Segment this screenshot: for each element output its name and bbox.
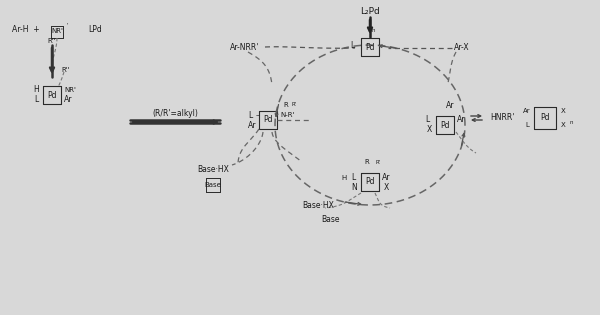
Text: Ar: Ar	[64, 95, 72, 105]
Text: Pd: Pd	[440, 121, 450, 129]
Text: R: R	[365, 159, 370, 165]
Text: X: X	[560, 122, 565, 128]
Text: R: R	[284, 102, 289, 108]
Text: N-R': N-R'	[281, 112, 295, 118]
Text: LPd: LPd	[88, 26, 102, 35]
Text: Ar: Ar	[457, 116, 465, 124]
Text: L: L	[248, 111, 252, 119]
Text: n: n	[371, 28, 375, 33]
Text: (R/R'=alkyl): (R/R'=alkyl)	[152, 108, 198, 117]
Text: L: L	[350, 41, 354, 49]
Text: HNRR': HNRR'	[490, 112, 514, 122]
Text: NR': NR'	[64, 87, 76, 93]
Text: Pd: Pd	[47, 90, 57, 100]
Text: Ar: Ar	[446, 100, 454, 110]
Text: Pd: Pd	[365, 177, 375, 186]
Text: H: H	[33, 85, 39, 94]
Text: Base: Base	[205, 182, 221, 188]
Text: X: X	[560, 108, 565, 114]
Text: H: H	[341, 175, 347, 181]
Text: L: L	[34, 95, 38, 105]
Text: R': R'	[376, 159, 380, 164]
Text: L: L	[525, 122, 529, 128]
Text: Pd: Pd	[263, 116, 273, 124]
Text: Pd: Pd	[365, 43, 375, 51]
Text: --: --	[256, 112, 260, 118]
Text: NR': NR'	[51, 28, 63, 34]
Text: Ar: Ar	[523, 108, 531, 114]
Text: Base·HX: Base·HX	[302, 201, 334, 209]
Text: X: X	[383, 182, 389, 192]
Text: Base·HX: Base·HX	[197, 165, 229, 175]
Text: L: L	[425, 116, 429, 124]
Text: Ar-X: Ar-X	[454, 43, 470, 51]
Text: Ar-H  +: Ar-H +	[12, 26, 40, 35]
Text: Ar: Ar	[382, 173, 390, 181]
Text: R'': R''	[62, 67, 70, 73]
Text: L₂Pd: L₂Pd	[360, 8, 380, 16]
Text: Base: Base	[321, 215, 339, 225]
Text: Pd: Pd	[540, 113, 550, 123]
Text: ': '	[66, 22, 68, 27]
Text: N: N	[351, 182, 357, 192]
Text: R'': R''	[48, 38, 56, 44]
Text: R': R'	[292, 102, 296, 107]
Text: L: L	[351, 173, 355, 181]
Text: X: X	[427, 125, 431, 135]
Text: n: n	[569, 119, 573, 124]
Text: Ar-NRR': Ar-NRR'	[230, 43, 259, 51]
Text: Ar: Ar	[248, 121, 256, 129]
